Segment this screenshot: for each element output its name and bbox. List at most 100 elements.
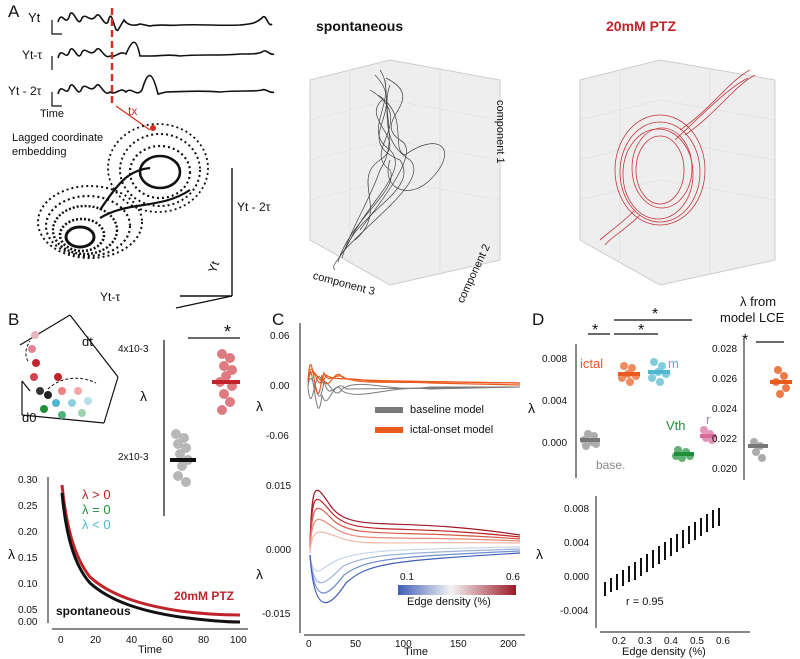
lambda-model-top: 0.06 0.00 -0.06 — [266, 323, 521, 485]
svg-text:100: 100 — [395, 639, 412, 650]
svg-text:0.000: 0.000 — [564, 572, 589, 583]
lambda-label-c-top: λ — [256, 398, 263, 414]
d-t-label: dt — [82, 334, 93, 349]
star-d-3: * — [638, 322, 645, 339]
svg-text:0.05: 0.05 — [18, 605, 38, 616]
legend-lambda-neg: λ < 0 — [82, 517, 111, 532]
svg-text:60: 60 — [162, 635, 174, 646]
svg-text:-0.06: -0.06 — [266, 431, 289, 442]
panel-letter-d: D — [532, 310, 545, 329]
trace-label-yt-2tau: Yt - 2τ — [8, 84, 42, 98]
d-0-label: d0 — [22, 410, 37, 425]
ytick-bottom-b: 2x10-3 — [118, 452, 149, 463]
legend-baseline-model: baseline model — [410, 404, 484, 416]
group-label-r: r — [706, 412, 711, 427]
svg-text:0.25: 0.25 — [18, 501, 38, 512]
divergence-diagram — [19, 314, 119, 424]
group-label-base: base. — [596, 458, 626, 472]
svg-text:0.2: 0.2 — [612, 636, 626, 647]
axis-label-yt-2tau: Yt - 2τ — [237, 200, 271, 214]
svg-text:0.022: 0.022 — [712, 434, 737, 445]
embedding-label-line1: Lagged coordinate — [12, 132, 104, 144]
legend-lambda-pos: λ > 0 — [82, 487, 111, 502]
svg-text:0.020: 0.020 — [712, 464, 737, 475]
tx-label: tx — [128, 104, 138, 118]
svg-text:0.00: 0.00 — [18, 617, 38, 628]
star-d-1: * — [592, 322, 599, 339]
significance-star-b: * — [224, 322, 232, 342]
svg-text:0.5: 0.5 — [690, 636, 704, 647]
svg-text:0.026: 0.026 — [712, 374, 737, 385]
svg-text:0.6: 0.6 — [716, 636, 730, 647]
svg-text:0.20: 0.20 — [18, 527, 38, 538]
legend-ictal-onset-model: ictal-onset model — [410, 424, 494, 436]
panel-letter-a: A — [8, 2, 20, 21]
axis-label-yt-tau: Yt-τ — [100, 290, 121, 304]
svg-text:0.10: 0.10 — [18, 579, 38, 590]
star-lce: * — [742, 332, 749, 349]
svg-text:0.028: 0.028 — [712, 344, 737, 355]
embedding-label-line2: embedding — [12, 146, 67, 158]
axis-label-component1-spont: component 1 — [494, 100, 506, 164]
lorenz-attractor — [37, 123, 233, 309]
svg-text:50: 50 — [350, 639, 362, 650]
star-d-2: * — [652, 306, 659, 323]
legend-lambda-zero: λ = 0 — [82, 502, 111, 517]
svg-text:100: 100 — [230, 635, 247, 646]
svg-text:0.000: 0.000 — [542, 438, 567, 449]
svg-text:0.30: 0.30 — [18, 475, 38, 486]
lambda-label-b: λ — [140, 388, 147, 404]
time-label-b: Time — [138, 644, 163, 656]
lambda-dotplot-b — [163, 337, 240, 516]
panel-letter-c: C — [272, 310, 285, 329]
ytick-top-b: 4x10-3 — [118, 344, 149, 355]
svg-text:0.4: 0.4 — [664, 636, 678, 647]
time-label-c: Time — [404, 646, 429, 658]
svg-text:40: 40 — [126, 635, 138, 646]
lambda-model-bottom: 0.015 0.000 -0.015 0 50 100 150 200 — [262, 477, 525, 650]
svg-text:-0.015: -0.015 — [262, 609, 291, 620]
lce-dotplot: 0.028 0.026 0.024 0.022 0.020 — [712, 338, 792, 480]
curve-label-ptz: 20mM PTZ — [174, 589, 235, 603]
trace-yt — [57, 12, 273, 31]
lambda-groups-plot: 0.008 0.004 0.000 — [542, 319, 716, 478]
spontaneous-3d-plot — [309, 59, 501, 286]
lambda-label-d-bottom: λ — [536, 546, 543, 562]
spontaneous-title: spontaneous — [316, 18, 404, 34]
group-label-ictal: ictal — [580, 356, 604, 371]
xlabel-d: Edge density (%) — [622, 646, 706, 658]
svg-text:200: 200 — [500, 639, 517, 650]
colorbar-min: 0.1 — [400, 572, 414, 583]
svg-text:0.004: 0.004 — [564, 538, 589, 549]
svg-text:0: 0 — [306, 639, 312, 650]
lce-title-line2: model LCE — [720, 310, 785, 325]
lambda-label-d-top: λ — [528, 400, 535, 416]
ptz-3d-plot — [579, 59, 776, 286]
svg-text:0.000: 0.000 — [266, 545, 291, 556]
colorbar-label: Edge density (%) — [407, 596, 491, 608]
ptz-title: 20mM PTZ — [606, 18, 677, 34]
lambda-label-c-bottom: λ — [256, 566, 263, 582]
svg-text:0.06: 0.06 — [270, 331, 290, 342]
trace-yt-tau — [57, 41, 275, 59]
legend-c — [375, 407, 403, 433]
svg-text:150: 150 — [450, 639, 467, 650]
lambda-decay-plot: 0.30 0.25 0.20 0.15 0.10 0.05 0.00 0 20 40 60 8… — [18, 475, 248, 646]
svg-text:-0.004: -0.004 — [560, 606, 589, 617]
group-label-vth: Vth — [666, 418, 686, 433]
lambda-vs-density-scatter: 0.008 0.004 0.000 -0.004 0.2 0.3 0.4 0.5 0.6 — [560, 496, 750, 647]
curve-label-spontaneous: spontaneous — [56, 604, 131, 618]
svg-text:0.00: 0.00 — [270, 381, 290, 392]
trace-label-yt: Yt — [28, 10, 41, 25]
svg-text:0.15: 0.15 — [18, 553, 38, 564]
svg-text:0.004: 0.004 — [542, 396, 567, 407]
svg-text:0.008: 0.008 — [564, 504, 589, 515]
svg-text:0.008: 0.008 — [542, 354, 567, 365]
trace-label-yt-tau: Yt-τ — [22, 48, 43, 62]
group-label-m: m — [668, 356, 679, 371]
correlation-label: r = 0.95 — [626, 596, 664, 608]
lambda-label-b2: λ — [8, 546, 15, 562]
svg-text:0: 0 — [58, 635, 64, 646]
colorbar-max: 0.6 — [506, 572, 520, 583]
panel-letter-b: B — [8, 310, 20, 329]
